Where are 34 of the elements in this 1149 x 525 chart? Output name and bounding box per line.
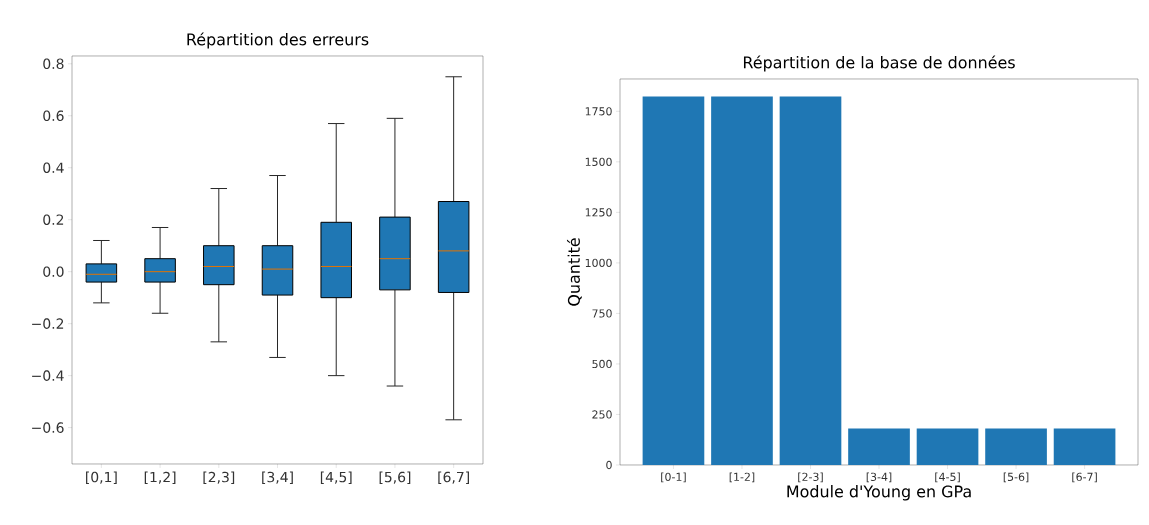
x-tick-label: [1-2] [729,472,755,483]
y-tick-label: 1000 [585,258,612,268]
y-tick-label: 250 [592,410,612,419]
x-tick-label: [6-7] [1072,472,1097,483]
x-tick-label: [1,2] [144,471,176,484]
x-tick-label: [2-3] [798,472,823,483]
y-tick-label: 1750 [585,107,612,116]
y-tick-label: −0.2 [32,318,64,329]
y-tick-label: 750 [592,309,612,318]
x-axis-title: Module d'Young en GPa [787,485,971,501]
y-tick-label: 1250 [585,208,612,217]
x-tick-label: [3-4] [866,472,892,483]
y-tick-label: 0.4 [43,162,64,174]
x-tick-label: [0,1] [86,471,117,484]
y-axis-title: Quantité [566,238,582,306]
y-tick-label: 0.8 [43,58,64,70]
y-tick-label: 1500 [585,157,612,166]
y-tick-label: 0.2 [43,214,64,225]
y-tick-label: 500 [592,359,612,369]
chart-title: Répartition des erreurs [187,32,369,49]
chart-title: Répartition de la base de données [743,55,1015,72]
x-tick-label: [6,7] [438,471,469,484]
y-tick-label: −0.6 [32,422,64,433]
x-tick-label: [5-6] [1003,472,1029,483]
y-tick-label: −0.4 [32,370,64,381]
x-tick-label: [3,4] [262,471,293,484]
x-tick-label: [4-5] [935,472,960,483]
x-tick-label: [2,3] [203,471,235,484]
x-tick-label: [4,5] [320,471,352,484]
x-tick-label: [5,6] [379,471,411,484]
y-tick-label: 0.6 [43,110,64,122]
x-tick-label: [0-1] [661,472,686,483]
y-tick-label: 0 [606,460,612,470]
y-tick-label: 0.0 [43,266,64,277]
